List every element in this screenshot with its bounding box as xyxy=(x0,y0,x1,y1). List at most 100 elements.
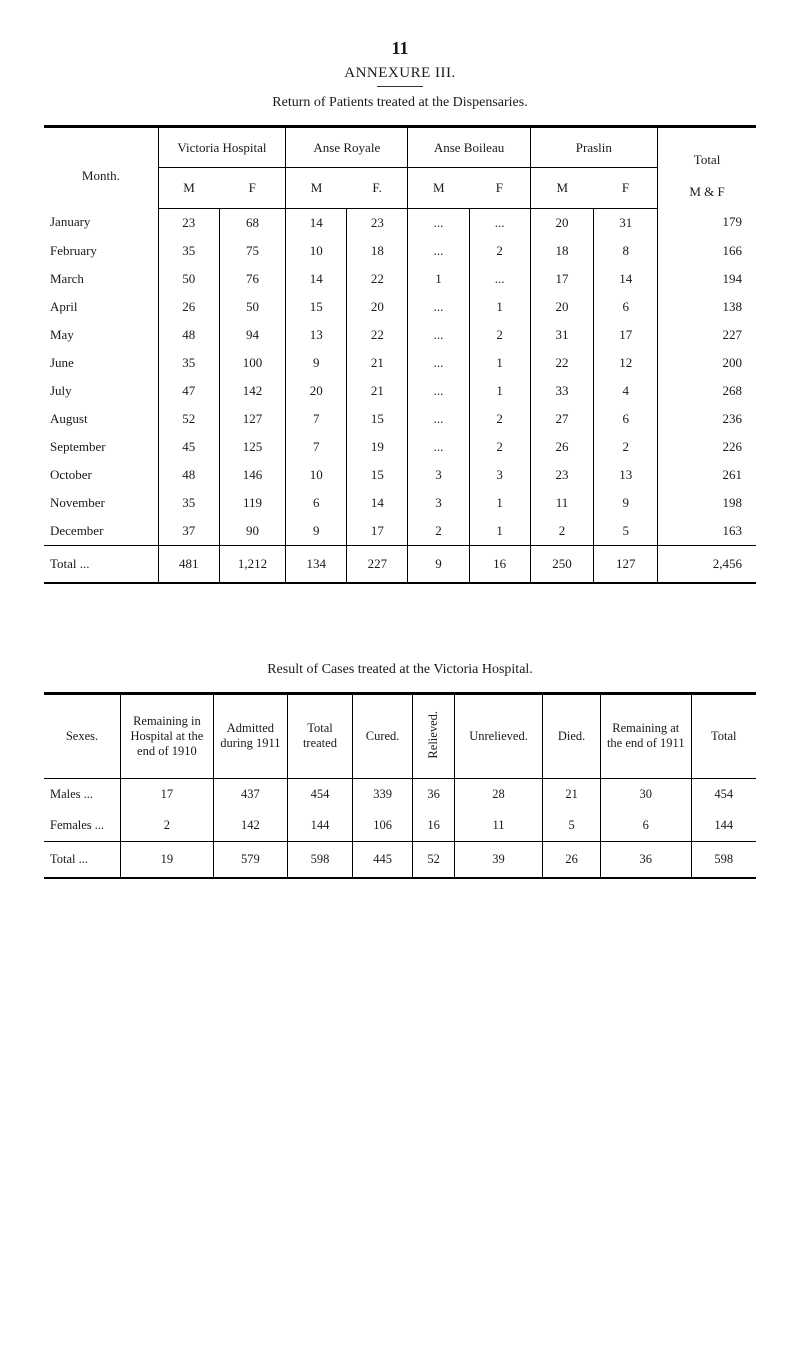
total-cell: 36 xyxy=(601,842,691,878)
data-cell: 52 xyxy=(158,405,219,433)
data-cell: 1 xyxy=(469,377,530,405)
th-total-sub: M & F xyxy=(689,184,724,199)
total-cell: 16 xyxy=(469,545,530,582)
month-cell: March xyxy=(44,265,158,293)
row-total: 163 xyxy=(658,517,756,546)
th-died: Died. xyxy=(543,694,601,779)
th-total-top: Total xyxy=(694,152,721,167)
data-cell: 13 xyxy=(286,321,347,349)
data-cell: 6 xyxy=(594,405,658,433)
total-cell: 52 xyxy=(413,842,455,878)
data-cell: 9 xyxy=(594,489,658,517)
grand-total: 2,456 xyxy=(658,545,756,582)
data-cell: 454 xyxy=(288,779,353,811)
sex-cell: Females ... xyxy=(44,810,121,842)
data-cell: 339 xyxy=(352,779,412,811)
data-cell: 48 xyxy=(158,321,219,349)
row-total: 200 xyxy=(658,349,756,377)
data-cell: 5 xyxy=(594,517,658,546)
row-total: 194 xyxy=(658,265,756,293)
th-admitted: Admitted during 1911 xyxy=(213,694,287,779)
data-cell: 9 xyxy=(286,349,347,377)
total-cell: 250 xyxy=(530,545,594,582)
data-cell: 2 xyxy=(530,517,594,546)
data-cell: 28 xyxy=(454,779,542,811)
th-vh-m: M xyxy=(158,168,219,208)
month-cell: October xyxy=(44,461,158,489)
month-cell: November xyxy=(44,489,158,517)
data-cell: 144 xyxy=(288,810,353,842)
table-row: September45125719...2262226 xyxy=(44,433,756,461)
data-cell: 31 xyxy=(530,321,594,349)
table-row: November3511961431119198 xyxy=(44,489,756,517)
data-cell: ... xyxy=(408,405,469,433)
data-cell: 15 xyxy=(347,405,408,433)
table-row: January23681423......2031179 xyxy=(44,208,756,237)
th-remaining-start: Remaining in Hospital at the end of 1910 xyxy=(121,694,214,779)
table-row: February35751018...2188166 xyxy=(44,237,756,265)
th-praslin: Praslin xyxy=(530,128,658,168)
month-cell: February xyxy=(44,237,158,265)
data-cell: 16 xyxy=(413,810,455,842)
month-cell: May xyxy=(44,321,158,349)
dispensaries-table: Month. Victoria Hospital Anse Royale Ans… xyxy=(44,127,756,582)
table-row: December37909172125163 xyxy=(44,517,756,546)
data-cell: 27 xyxy=(530,405,594,433)
data-cell: 6 xyxy=(594,293,658,321)
total-cell: 227 xyxy=(347,545,408,582)
total-cell: 598 xyxy=(691,842,756,878)
row-total: 236 xyxy=(658,405,756,433)
th-month: Month. xyxy=(44,128,158,209)
total-cell: 134 xyxy=(286,545,347,582)
total-cell: 598 xyxy=(288,842,353,878)
data-cell: 3 xyxy=(408,461,469,489)
total-label: Total ... xyxy=(44,842,121,878)
table-row: October481461015332313261 xyxy=(44,461,756,489)
data-cell: 2 xyxy=(469,405,530,433)
table2-caption: Result of Cases treated at the Victoria … xyxy=(44,662,756,678)
th-relieved-label: Relieved. xyxy=(426,709,441,761)
row-total: 227 xyxy=(658,321,756,349)
th-ar-f: F. xyxy=(347,168,408,208)
victoria-hospital-table: Sexes. Remaining in Hospital at the end … xyxy=(44,694,756,878)
data-cell: 68 xyxy=(219,208,285,237)
data-cell: 31 xyxy=(594,208,658,237)
th-ab-f: F xyxy=(469,168,530,208)
data-cell: ... xyxy=(469,208,530,237)
data-cell: 2 xyxy=(121,810,214,842)
data-cell: 2 xyxy=(594,433,658,461)
data-cell: ... xyxy=(408,433,469,461)
data-cell: ... xyxy=(408,377,469,405)
th-vh-f: F xyxy=(219,168,285,208)
data-cell: 7 xyxy=(286,433,347,461)
data-cell: 75 xyxy=(219,237,285,265)
data-cell: 23 xyxy=(347,208,408,237)
row-total: 138 xyxy=(658,293,756,321)
month-cell: July xyxy=(44,377,158,405)
data-cell: 146 xyxy=(219,461,285,489)
table-row: March507614221...1714194 xyxy=(44,265,756,293)
data-cell: 3 xyxy=(469,461,530,489)
data-cell: 20 xyxy=(530,208,594,237)
data-cell: 11 xyxy=(530,489,594,517)
th-total: Total M & F xyxy=(658,128,756,209)
table1-total-row: Total ...4811,2121342279162501272,456 xyxy=(44,545,756,582)
total-cell: 19 xyxy=(121,842,214,878)
data-cell: 6 xyxy=(601,810,691,842)
row-total: 179 xyxy=(658,208,756,237)
data-cell: 18 xyxy=(530,237,594,265)
data-cell: 21 xyxy=(543,779,601,811)
month-cell: January xyxy=(44,208,158,237)
annexure-title: ANNEXURE III. xyxy=(44,65,756,82)
table-row: August52127715...2276236 xyxy=(44,405,756,433)
data-cell: 30 xyxy=(601,779,691,811)
data-cell: 100 xyxy=(219,349,285,377)
data-cell: 1 xyxy=(469,517,530,546)
row-total: 198 xyxy=(658,489,756,517)
data-cell: 18 xyxy=(347,237,408,265)
data-cell: 5 xyxy=(543,810,601,842)
th-ab-m: M xyxy=(408,168,469,208)
data-cell: ... xyxy=(408,349,469,377)
month-cell: August xyxy=(44,405,158,433)
data-cell: 17 xyxy=(530,265,594,293)
